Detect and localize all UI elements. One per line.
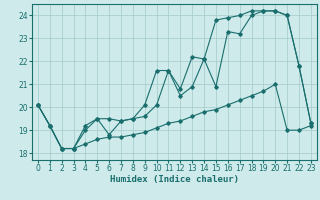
X-axis label: Humidex (Indice chaleur): Humidex (Indice chaleur): [110, 175, 239, 184]
